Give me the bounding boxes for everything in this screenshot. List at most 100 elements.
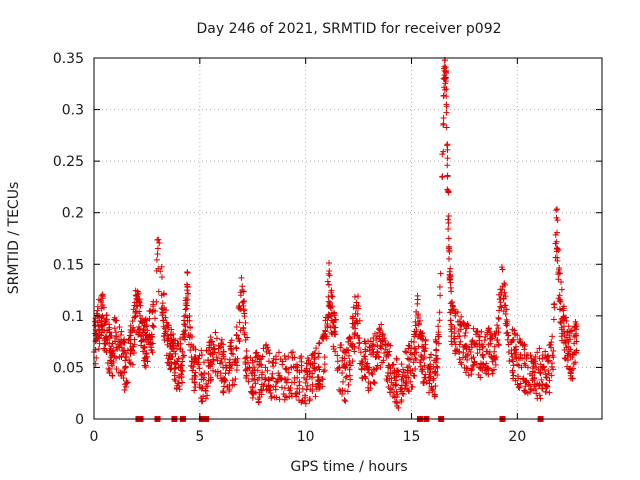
data-point <box>445 255 452 262</box>
data-point <box>264 367 271 374</box>
data-point <box>325 281 332 288</box>
data-point <box>205 356 212 363</box>
data-point <box>102 347 109 354</box>
data-point <box>354 293 361 300</box>
data-point <box>320 368 327 375</box>
data-point <box>566 332 573 339</box>
data-point <box>304 369 311 376</box>
data-point <box>515 384 522 391</box>
data-point <box>165 322 172 329</box>
data-point <box>521 387 528 394</box>
data-point <box>131 336 138 343</box>
data-point <box>536 382 543 389</box>
data-point <box>534 349 541 356</box>
data-point <box>240 325 247 332</box>
data-point <box>407 356 414 363</box>
data-point <box>538 376 545 383</box>
data-point <box>324 278 331 285</box>
data-point <box>374 333 381 340</box>
data-point <box>240 288 247 295</box>
data-point <box>249 394 256 401</box>
data-point <box>241 313 248 320</box>
data-point <box>210 367 217 374</box>
data-point <box>352 325 359 332</box>
data-point <box>555 269 562 276</box>
data-point <box>487 335 494 342</box>
data-point <box>155 236 162 243</box>
data-point <box>443 142 450 149</box>
data-point <box>377 327 384 334</box>
data-point <box>303 386 310 393</box>
data-point <box>554 217 561 224</box>
chart-title: Day 246 of 2021, SRMTID for receiver p09… <box>196 21 501 37</box>
data-point <box>95 346 102 353</box>
data-point <box>268 393 275 400</box>
data-point <box>172 350 179 357</box>
data-point <box>259 353 266 360</box>
data-point <box>189 358 196 365</box>
data-point <box>296 389 303 396</box>
data-point <box>158 263 165 270</box>
data-point <box>569 375 576 382</box>
data-point <box>491 343 498 350</box>
data-point <box>491 348 498 355</box>
data-point <box>117 331 124 338</box>
data-point <box>428 351 435 358</box>
data-point <box>294 385 301 392</box>
data-point <box>270 359 277 366</box>
data-point <box>312 393 319 400</box>
data-point <box>362 356 369 363</box>
y-tick-label: 0.05 <box>53 360 84 376</box>
data-point <box>164 335 171 342</box>
data-point <box>342 398 349 405</box>
data-point <box>143 322 150 329</box>
data-point <box>570 365 577 372</box>
data-point <box>278 375 285 382</box>
data-point <box>105 365 112 372</box>
data-point <box>537 395 544 402</box>
data-point <box>139 315 146 322</box>
data-point <box>463 343 470 350</box>
data-point <box>562 314 569 321</box>
data-point <box>412 322 419 329</box>
data-point <box>284 376 291 383</box>
data-point <box>379 342 386 349</box>
data-point <box>276 396 283 403</box>
data-point <box>301 374 308 381</box>
data-point <box>239 283 246 290</box>
data-point <box>233 323 240 330</box>
data-point <box>141 344 148 351</box>
data-point <box>209 361 216 368</box>
data-point <box>175 355 182 362</box>
data-point <box>269 370 276 377</box>
data-point <box>177 345 184 352</box>
data-point <box>452 347 459 354</box>
data-point <box>404 355 411 362</box>
data-point <box>374 349 381 356</box>
data-point <box>184 302 191 309</box>
data-point <box>446 275 453 282</box>
data-point <box>196 381 203 388</box>
data-point <box>325 270 332 277</box>
data-point <box>481 367 488 374</box>
data-point <box>442 74 449 81</box>
data-point <box>95 296 102 303</box>
data-point <box>334 358 341 365</box>
data-point <box>190 344 197 351</box>
data-point <box>523 355 530 362</box>
data-point <box>108 357 115 364</box>
data-points <box>91 57 580 411</box>
data-point <box>432 336 439 343</box>
data-point <box>514 381 521 388</box>
data-point <box>497 303 504 310</box>
data-point <box>144 327 151 334</box>
data-point <box>243 354 250 361</box>
data-point <box>198 347 205 354</box>
data-point <box>222 377 229 384</box>
data-point <box>345 352 352 359</box>
data-point <box>507 339 514 346</box>
data-point <box>432 382 439 389</box>
data-point <box>240 298 247 305</box>
data-point <box>273 353 280 360</box>
data-point <box>506 357 513 364</box>
